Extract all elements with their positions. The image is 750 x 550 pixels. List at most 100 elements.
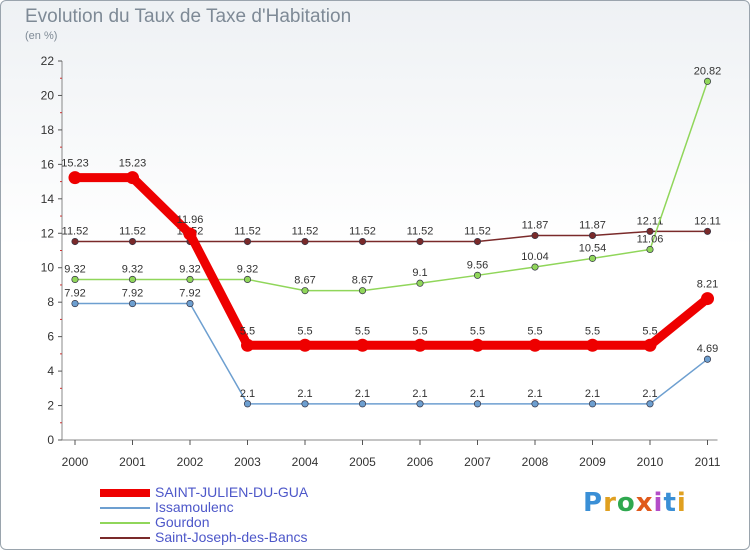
data-label-saint-joseph-des-bancs: 11.52 — [234, 226, 261, 238]
data-label-gourdon: 20.82 — [694, 65, 722, 77]
data-label-saint-joseph-des-bancs: 11.87 — [579, 220, 606, 232]
data-label-saint-joseph-des-bancs: 12.11 — [694, 215, 721, 227]
data-point-saint-julien-du-gua — [298, 338, 312, 352]
data-point-issamoulenc — [703, 355, 712, 363]
y-tick-label: 20 — [41, 88, 55, 102]
data-label-gourdon: 9.32 — [237, 263, 258, 275]
data-point-gourdon — [473, 271, 482, 279]
y-tick-label: 12 — [41, 226, 55, 240]
logo-letter: i — [676, 488, 687, 518]
data-point-saint-joseph-des-bancs — [646, 227, 654, 235]
data-point-issamoulenc — [358, 400, 367, 408]
data-point-issamoulenc — [186, 300, 194, 308]
data-point-issamoulenc — [71, 300, 79, 308]
chart-title: Evolution du Taux de Taxe d'Habitation — [25, 6, 352, 27]
data-point-gourdon — [243, 275, 252, 283]
data-point-gourdon — [128, 275, 137, 283]
data-label-issamoulenc: 2.1 — [642, 388, 657, 400]
data-point-saint-joseph-des-bancs — [416, 237, 424, 246]
y-tick-label: 10 — [41, 261, 55, 275]
data-label-saint-julien-du-gua: 5.5 — [470, 325, 485, 337]
data-label-issamoulenc: 2.1 — [585, 388, 600, 400]
y-tick-label: 22 — [41, 54, 55, 68]
data-label-gourdon: 11.06 — [637, 233, 664, 245]
y-tick-label: 2 — [47, 399, 54, 413]
data-label-saint-julien-du-gua: 15.23 — [119, 158, 147, 170]
data-label-issamoulenc: 2.1 — [412, 388, 427, 400]
data-label-gourdon: 10.54 — [579, 242, 607, 254]
x-tick-label: 2000 — [62, 455, 89, 469]
data-point-saint-julien-du-gua — [701, 292, 714, 306]
data-label-saint-joseph-des-bancs: 11.52 — [119, 226, 146, 238]
data-label-gourdon: 9.32 — [64, 263, 85, 275]
data-label-saint-julien-du-gua: 8.21 — [697, 279, 718, 291]
series-line-issamoulenc — [74, 302, 709, 405]
data-point-issamoulenc — [473, 400, 482, 408]
proxiti-logo: Proxiti — [583, 488, 687, 518]
data-label-saint-julien-du-gua: 5.5 — [412, 325, 427, 337]
data-label-saint-julien-du-gua: 11.96 — [177, 214, 204, 226]
chart-subtitle: (en %) — [25, 30, 58, 42]
data-label-saint-joseph-des-bancs: 11.52 — [349, 226, 376, 238]
legend-swatch — [100, 489, 150, 497]
data-point-gourdon — [416, 279, 424, 287]
y-tick-label: 18 — [41, 123, 55, 137]
x-tick-label: 2011 — [695, 455, 721, 469]
data-label-issamoulenc: 7.92 — [179, 288, 200, 300]
legend-label: Issamoulenc — [155, 499, 234, 515]
data-point-saint-julien-du-gua — [68, 171, 82, 185]
data-point-saint-joseph-des-bancs — [128, 237, 137, 246]
series-line-gourdon — [74, 80, 709, 292]
logo-letter: x — [635, 488, 654, 518]
data-label-saint-joseph-des-bancs: 11.52 — [407, 226, 434, 238]
data-point-gourdon — [703, 77, 712, 85]
legend-label: Saint-Joseph-des-Bancs — [155, 529, 308, 545]
data-point-saint-joseph-des-bancs — [301, 237, 309, 246]
data-label-issamoulenc: 4.69 — [697, 343, 718, 355]
data-point-saint-joseph-des-bancs — [703, 227, 712, 235]
data-point-issamoulenc — [243, 400, 252, 408]
data-point-saint-julien-du-gua — [471, 338, 484, 352]
data-point-saint-julien-du-gua — [183, 227, 197, 241]
series-line-saint-julien-du-gua — [70, 173, 712, 350]
x-tick-label: 2006 — [407, 455, 434, 469]
x-tick-label: 2003 — [234, 455, 261, 469]
data-label-saint-julien-du-gua: 5.5 — [527, 325, 542, 337]
data-point-saint-julien-du-gua — [413, 338, 427, 352]
data-point-gourdon — [186, 275, 194, 283]
data-label-gourdon: 10.04 — [521, 251, 549, 263]
data-label-gourdon: 8.67 — [294, 275, 315, 287]
series-line-saint-joseph-des-bancs — [74, 230, 709, 243]
data-label-issamoulenc: 7.92 — [122, 288, 143, 300]
data-point-saint-joseph-des-bancs — [71, 237, 79, 246]
x-tick-label: 2005 — [349, 455, 376, 469]
x-tick-label: 2008 — [522, 455, 549, 469]
logo-letter: r — [603, 488, 617, 518]
data-point-saint-julien-du-gua — [586, 338, 599, 352]
data-point-gourdon — [531, 263, 539, 271]
data-point-issamoulenc — [646, 400, 654, 408]
data-label-saint-joseph-des-bancs: 12.11 — [637, 215, 664, 227]
data-label-gourdon: 9.32 — [122, 263, 143, 275]
data-point-saint-joseph-des-bancs — [588, 231, 597, 240]
data-label-issamoulenc: 2.1 — [355, 388, 370, 400]
data-point-saint-julien-du-gua — [643, 338, 657, 352]
x-tick-label: 2007 — [464, 455, 491, 469]
data-point-saint-joseph-des-bancs — [358, 237, 367, 246]
data-point-gourdon — [588, 254, 597, 262]
logo-letter: i — [653, 488, 664, 518]
data-label-gourdon: 9.56 — [467, 259, 488, 271]
data-label-saint-julien-du-gua: 5.5 — [355, 325, 370, 337]
data-point-gourdon — [71, 275, 79, 283]
data-label-gourdon: 8.67 — [352, 275, 373, 287]
y-tick-label: 4 — [47, 364, 54, 378]
data-label-saint-joseph-des-bancs: 11.52 — [464, 226, 491, 238]
y-tick-label: 0 — [47, 433, 54, 447]
data-label-saint-julien-du-gua: 5.5 — [642, 325, 657, 337]
data-point-gourdon — [301, 287, 309, 295]
data-label-saint-julien-du-gua: 5.5 — [585, 325, 600, 337]
data-label-issamoulenc: 2.1 — [470, 388, 485, 400]
data-label-issamoulenc: 2.1 — [527, 388, 542, 400]
